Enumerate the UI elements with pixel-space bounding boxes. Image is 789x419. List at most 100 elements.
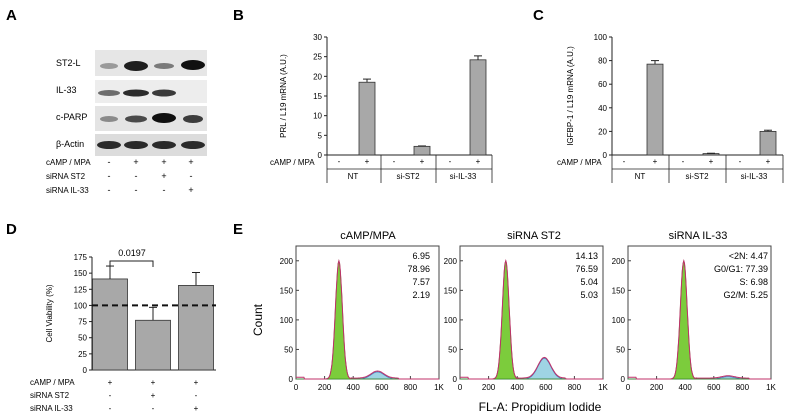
band-il33-1 [98, 90, 120, 96]
b-group-label: si-ST2 [396, 172, 420, 181]
d-bar [135, 319, 171, 371]
band-actin-2 [124, 141, 148, 149]
b-bar [469, 59, 487, 156]
histo3-stat: G0/G1: 77.39 [714, 264, 768, 274]
d-cond-label-2: siRNA ST2 [30, 391, 70, 400]
histo2-stat: 14.13 [575, 251, 598, 261]
band-actin-4 [181, 141, 205, 149]
b-ytick-label: 20 [313, 72, 322, 81]
histo-ytick-label: 50 [284, 345, 293, 354]
histo-xtick-label: 600 [375, 383, 389, 392]
histo-ytick-label: 50 [616, 345, 625, 354]
histo-xtick-label: 1K [766, 383, 776, 392]
c-mark: + [653, 157, 658, 166]
a-mark: + [161, 157, 166, 167]
b-ytick-label: 15 [313, 92, 322, 101]
histo-ytick-label: 0 [453, 375, 458, 384]
blot-label-cparp: c-PARP [56, 112, 87, 122]
histo-xtick-label: 1K [434, 383, 444, 392]
d-ylabel: Cell Viability (%) [45, 284, 54, 342]
histo-xtick-label: 400 [347, 383, 361, 392]
histo3-stat: G2/M: 5.25 [723, 290, 768, 300]
band-st2l-4 [181, 60, 205, 70]
panel-b: B 0 5 10 15 20 25 30 PRL / L19 mRNA (A.U.) cAMP… [233, 7, 493, 183]
histo1-stat: 78.96 [407, 264, 430, 274]
b-mark: + [365, 157, 370, 166]
b-ytick-label: 5 [318, 131, 323, 140]
histo-ytick-label: 50 [448, 345, 457, 354]
histo-xtick-label: 200 [482, 383, 496, 392]
blot-label-actin: β-Actin [56, 139, 84, 149]
c-table-lines [611, 155, 784, 183]
histo-title-2: siRNA ST2 [507, 230, 561, 242]
e-ylabel: Count [251, 303, 265, 336]
histo-xtick-label: 200 [318, 383, 332, 392]
histo-ytick-label: 100 [612, 316, 626, 325]
chart-d: 0 25 50 75 100 125 150 175 Cell Viability (%) [45, 253, 216, 375]
histo-xtick-label: 0 [626, 383, 631, 392]
band-st2l-1 [100, 63, 118, 69]
d-mark: + [194, 404, 199, 413]
c-bar [759, 130, 777, 156]
d-mark: + [108, 378, 113, 387]
histo-xtick-label: 800 [568, 383, 582, 392]
histo1-stat: 6.95 [412, 251, 430, 261]
b-group-label: NT [348, 172, 359, 181]
b-table-lines [326, 155, 493, 183]
band-cparp-2 [125, 115, 147, 123]
d-ytick-label: 100 [74, 301, 88, 310]
histo-xtick-label: 0 [294, 383, 299, 392]
d-cond-label-1: cAMP / MPA [30, 378, 75, 387]
b-mark: - [393, 157, 396, 166]
e-xlabel: FL-A: Propidium Iodide [479, 400, 602, 414]
a-mark: - [108, 171, 111, 181]
histo-xtick-label: 800 [404, 383, 418, 392]
panel-e-letter: E [233, 221, 243, 238]
histo2-stat: 5.04 [580, 277, 598, 287]
histo-ytick-label: 150 [612, 286, 626, 295]
histo-xtick-label: 400 [679, 383, 693, 392]
histo-fit-curve [460, 259, 603, 380]
blot-strip-actin [95, 134, 207, 156]
c-ylabel: IGFBP-1 / L19 mRNA (A.U.) [566, 46, 575, 146]
d-ytick-label: 50 [78, 334, 87, 343]
b-group-label: si-IL-33 [450, 172, 477, 181]
d-significance-bracket [109, 260, 154, 267]
histo-ytick-label: 200 [280, 257, 294, 266]
histo3-stat: S: 6.98 [739, 277, 768, 287]
a-mark: + [133, 157, 138, 167]
d-ytick-label: 25 [78, 350, 87, 359]
histo-ytick-label: 150 [280, 286, 294, 295]
histo-ytick-label: 200 [612, 257, 626, 266]
a-cond-label-1: cAMP / MPA [46, 158, 91, 167]
b-ytick-label: 30 [313, 33, 322, 42]
d-ytick-label: 150 [74, 269, 88, 278]
histo2-stat: 76.59 [575, 264, 598, 274]
c-mark: + [709, 157, 714, 166]
histo2-stat: 5.03 [580, 290, 598, 300]
b-bar [413, 145, 431, 156]
histo-ytick-label: 0 [289, 375, 294, 384]
a-mark: + [161, 171, 166, 181]
histo-xtick-label: 800 [736, 383, 750, 392]
c-ytick-label: 0 [603, 151, 608, 160]
b-mark: - [338, 157, 341, 166]
panel-a-letter: A [6, 7, 17, 24]
panel-d-letter: D [6, 221, 17, 238]
b-mark: - [449, 157, 452, 166]
d-ytick-label: 0 [83, 366, 88, 375]
d-mark: + [151, 378, 156, 387]
histo-fit-curve [628, 258, 771, 380]
d-bar [178, 285, 214, 371]
band-actin-3 [152, 141, 176, 149]
histo-title-3: siRNA IL-33 [669, 230, 728, 242]
d-mark: - [195, 391, 198, 400]
histo-fit-curve [296, 258, 439, 380]
panel-a: A ST2-L IL-33 c-PARP β-Actin cAMP / MPA … [6, 7, 207, 195]
histo-xtick-label: 600 [707, 383, 721, 392]
blot-label-st2l: ST2-L [56, 58, 81, 68]
c-ytick-label: 40 [598, 104, 607, 113]
histograms: 0 50 100 150 200 0 200 400 600 800 1K 0 50 100 150 200 0… [280, 245, 777, 392]
